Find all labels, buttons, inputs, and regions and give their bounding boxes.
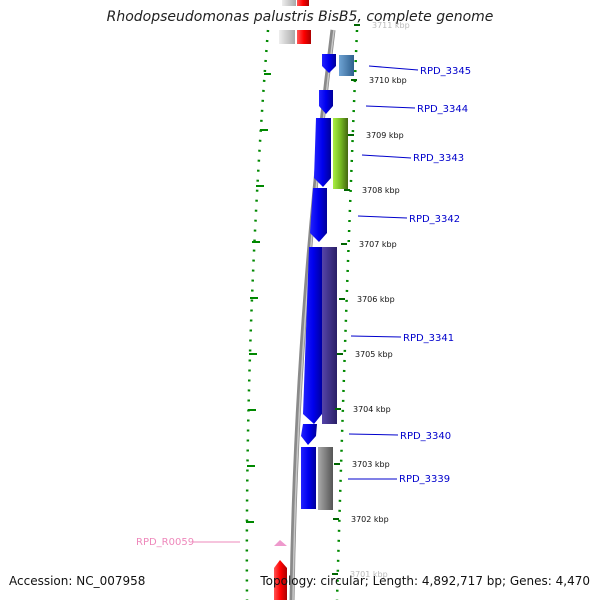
gene-labels: RPD_3345 RPD_3344 RPD_3343 RPD_3342 RPD_3341… [136, 65, 471, 548]
cds-rpd-3340[interactable] [301, 424, 317, 445]
cds-features [301, 54, 336, 509]
gene-label[interactable]: RPD_3340 [400, 431, 451, 442]
gc-skew-marks [246, 73, 271, 523]
scale-tick-label: 3707 kbp [359, 240, 397, 249]
gc-skew-inner-arc [245, 29, 270, 600]
accession-text: Accession: NC_007958 [9, 574, 146, 588]
gene-label[interactable]: RPD_R0059 [136, 537, 194, 548]
scale-tick-label: 3710 kbp [369, 76, 407, 85]
gene-leader-line [350, 335, 402, 338]
rrna-rpd-r0059-marker [274, 540, 287, 546]
cds-rpd-3339[interactable] [301, 447, 316, 509]
gene-label[interactable]: RPD_3339 [399, 474, 450, 485]
rrna-feature [274, 560, 287, 600]
cog-box-green [333, 118, 348, 189]
cog-box-purple [322, 247, 337, 424]
gene-leader-line [348, 433, 399, 436]
scale-tick-label: 3706 kbp [357, 295, 395, 304]
gene-label[interactable]: RPD_3345 [420, 66, 471, 77]
gene-label[interactable]: RPD_3344 [417, 104, 468, 115]
cds-rpd-3343[interactable] [314, 118, 331, 187]
cds-rpd-3344[interactable] [319, 90, 333, 114]
cds-rpd-3345[interactable] [322, 54, 336, 73]
scale-tick-label: 3702 kbp [351, 515, 389, 524]
kbp-scale: 3711 kbp 3710 kbp 3709 kbp 3708 kbp 3707 kbp… [332, 21, 410, 579]
gene-leader-line [365, 105, 416, 109]
topology-text: Topology: circular; Length: 4,892,717 bp… [260, 574, 590, 588]
partial-feature-red [297, 30, 311, 44]
gene-leader-line [357, 215, 408, 219]
scale-tick-label: 3708 kbp [362, 186, 400, 195]
partial-feature-gray [279, 30, 295, 44]
gene-label[interactable]: RPD_3342 [409, 214, 460, 225]
gene-label[interactable]: RPD_3343 [413, 153, 464, 164]
cog-box-gray [318, 447, 333, 510]
scale-tick-label: 3704 kbp [353, 405, 391, 414]
map-title: Rhodopseudomonas palustris BisB5, comple… [106, 9, 494, 25]
gene-leader-line [361, 154, 412, 159]
cds-rpd-3342[interactable] [310, 188, 327, 242]
cog-features [318, 55, 354, 510]
scale-tick-label: 3701 kbp [350, 570, 388, 579]
cog-box-steelblue [339, 55, 354, 76]
scale-tick-label: 3703 kbp [352, 460, 390, 469]
gene-label[interactable]: RPD_3341 [403, 333, 454, 344]
scale-tick-label: 3711 kbp [372, 21, 410, 30]
cds-rpd-3341[interactable] [303, 247, 323, 424]
scale-tick-label: 3709 kbp [366, 131, 404, 140]
gene-leader-line [368, 65, 419, 71]
scale-tick-label: 3705 kbp [355, 350, 393, 359]
gc-skew-outer-arc [335, 29, 359, 600]
